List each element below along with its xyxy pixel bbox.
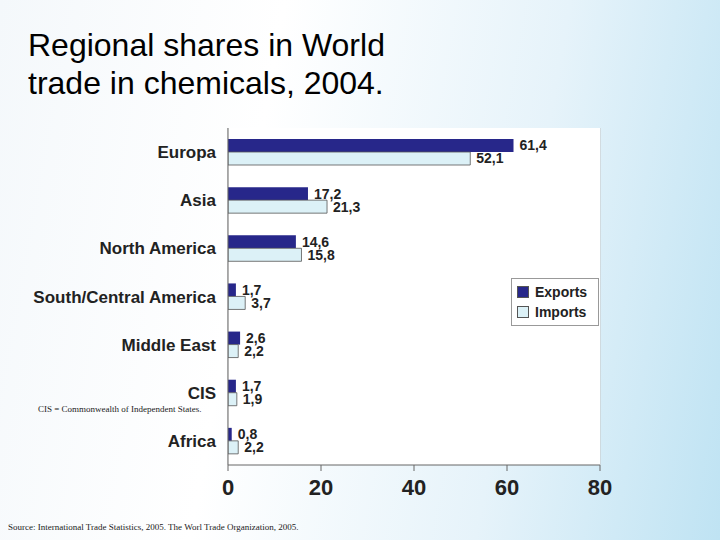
svg-text:14,6: 14,6 [301,233,330,250]
svg-text:20: 20 [309,475,333,500]
svg-text:60: 60 [495,475,519,500]
html-text:Regional shares in World trade: Regional shares in World trade in chemic… [28,27,385,101]
html-text:Imports: Imports [535,304,587,320]
svg-text:3,7: 3,7 [251,295,271,311]
svg-text:2,2: 2,2 [244,343,264,359]
svg-text:Middle East: Middle East [122,336,217,355]
svg-text:0,8: 0,8 [237,426,258,443]
svg-text:80: 80 [588,475,612,500]
svg-text:2,6: 2,6 [246,330,266,346]
html-text:CIS = Commonwealth of Independ: CIS = Commonwealth of Independent States… [38,404,202,414]
svg-text:Africa: Africa [168,432,217,451]
svg-text:1,7: 1,7 [241,281,262,298]
svg-text:0: 0 [222,475,234,500]
svg-text:15,8: 15,8 [307,247,334,263]
svg-text:21,3: 21,3 [333,199,360,215]
svg-text:South/Central America: South/Central America [33,288,216,307]
svg-text:17,2: 17,2 [314,185,342,202]
svg-text:Europa: Europa [157,143,216,162]
svg-text:North America: North America [99,239,216,258]
svg-text:40: 40 [402,475,426,500]
svg-text:Asia: Asia [180,191,216,210]
svg-text:61,4: 61,4 [520,137,547,153]
html-text:Source: International Trade St: Source: International Trade Statistics, … [8,522,299,532]
html-text:Exports: Exports [535,284,588,300]
svg-text:2,2: 2,2 [244,439,264,455]
svg-text:52,1: 52,1 [476,150,503,166]
svg-text:CIS: CIS [188,384,216,403]
svg-text:1,9: 1,9 [243,391,263,407]
svg-text:1,7: 1,7 [241,378,262,395]
